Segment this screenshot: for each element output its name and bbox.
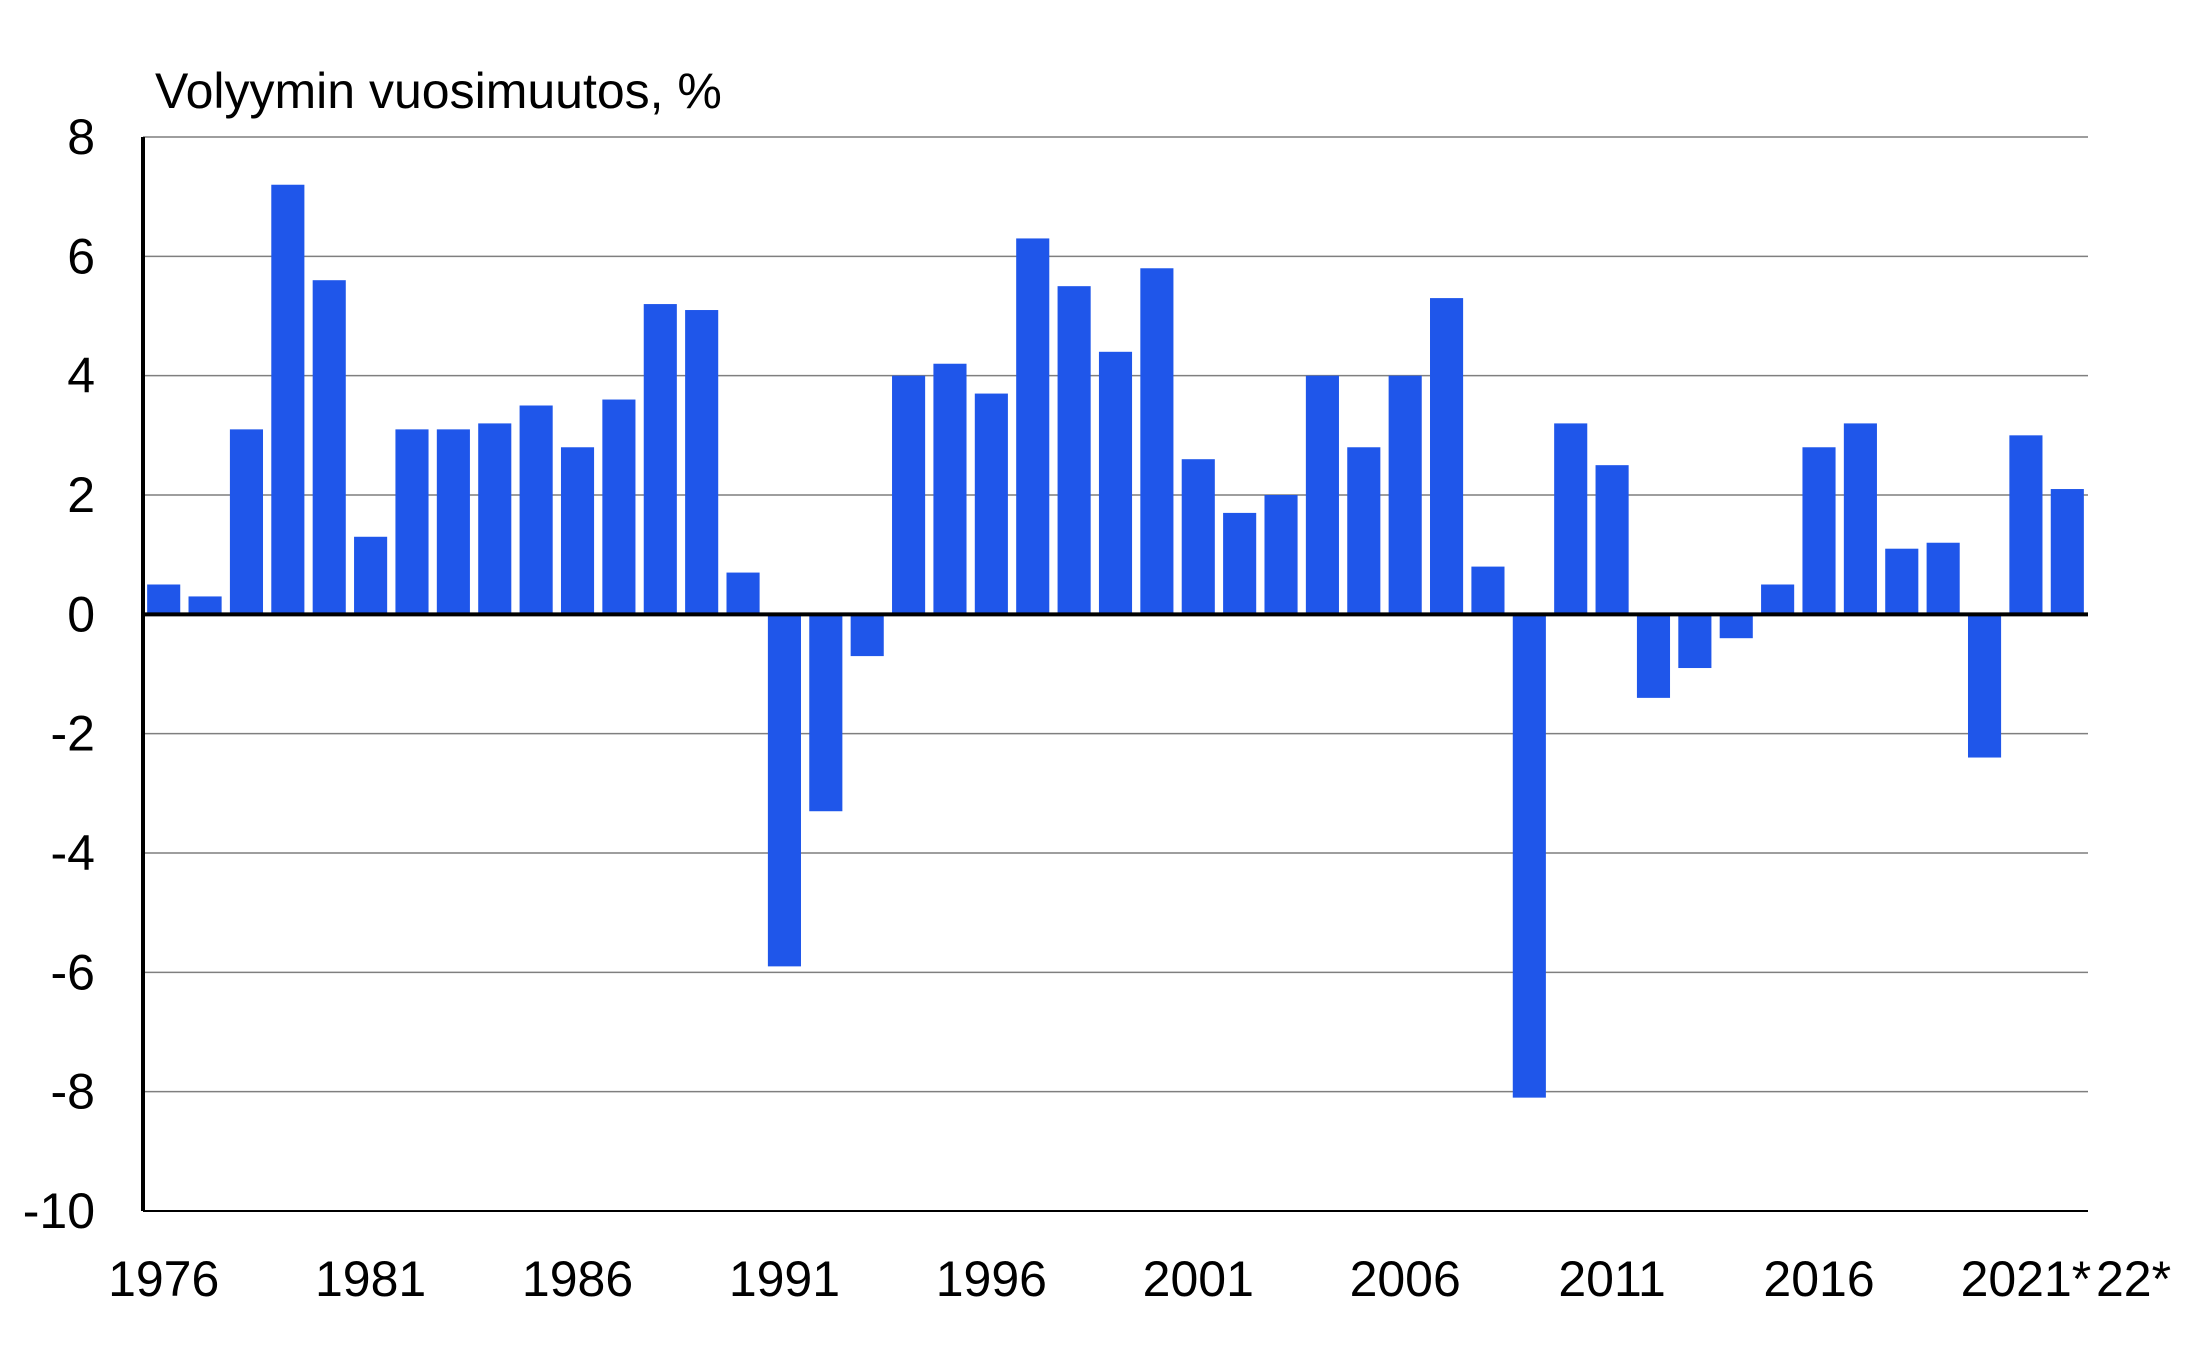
y-tick-label: 4 xyxy=(67,348,95,404)
bar-2010 xyxy=(1554,423,1588,615)
y-tick-label: -2 xyxy=(51,706,95,762)
y-tick-label: 8 xyxy=(67,109,95,165)
bar-1979 xyxy=(271,184,305,615)
bar-2014 xyxy=(1719,614,1753,639)
bar-1990 xyxy=(726,572,760,615)
x-tick-label: 1991 xyxy=(729,1251,840,1307)
bar-1982 xyxy=(395,429,429,615)
bar-2013 xyxy=(1678,614,1712,669)
x-tick-label: 1986 xyxy=(522,1251,633,1307)
bar-2000 xyxy=(1140,268,1174,615)
y-tick-label: -6 xyxy=(51,944,95,1000)
bar-1978 xyxy=(229,429,264,615)
bar-2011 xyxy=(1595,465,1629,615)
bar-2009 xyxy=(1512,614,1546,1098)
bar-1997 xyxy=(1016,238,1050,615)
bar-1987 xyxy=(602,399,636,615)
bar-1995 xyxy=(933,363,967,615)
bar-1983 xyxy=(436,429,470,615)
bar-2002 xyxy=(1223,512,1257,615)
y-tick-labels: 8 6 4 2 0 -2 -4 -6 -8 -10 xyxy=(23,109,95,1239)
y-tick-label: -10 xyxy=(23,1183,95,1239)
bar-1994 xyxy=(892,375,926,615)
bar-2016 xyxy=(1802,447,1836,615)
x-tick-label: 1976 xyxy=(108,1251,219,1307)
y-tick-label: 2 xyxy=(67,467,95,523)
bar-2019 xyxy=(1926,542,1960,615)
bar-2005 xyxy=(1347,447,1381,615)
y-tick-label: 0 xyxy=(67,586,95,642)
x-tick-labels: 1976 1981 1986 1991 1996 2001 2006 2011 2016 2021… xyxy=(108,1251,2171,1307)
bar-1996 xyxy=(974,393,1008,615)
axes xyxy=(141,137,2088,1212)
x-tick-label: 22* xyxy=(2096,1251,2171,1307)
y-tick-label: -8 xyxy=(51,1064,95,1120)
bar-1999 xyxy=(1098,351,1133,615)
bar-1977 xyxy=(188,596,222,615)
bars xyxy=(147,184,2084,1098)
y-axis-title: Volyymin vuosimuutos, % xyxy=(155,63,722,119)
bar-1980 xyxy=(312,280,346,615)
bar-1989 xyxy=(685,310,719,615)
bar-2001 xyxy=(1181,459,1215,615)
bar-1976 xyxy=(147,584,181,615)
x-tick-label: 2011 xyxy=(1558,1251,1666,1307)
bar-1991 xyxy=(767,614,801,967)
bar-2006 xyxy=(1388,375,1422,615)
gridlines xyxy=(143,136,2088,1212)
bar-2003 xyxy=(1264,495,1298,615)
x-tick-label: 2021* xyxy=(1961,1251,2092,1307)
x-tick-label: 1981 xyxy=(315,1251,426,1307)
y-tick-label: 6 xyxy=(67,228,95,284)
bar-1985 xyxy=(519,405,553,615)
x-tick-label: 1996 xyxy=(936,1251,1047,1307)
bar-2004 xyxy=(1305,375,1339,615)
bar-2007 xyxy=(1430,298,1464,615)
bar-1984 xyxy=(478,423,512,615)
bar-1986 xyxy=(560,447,595,615)
bar-22* xyxy=(2050,489,2084,615)
bar-2012 xyxy=(1636,614,1671,698)
bar-2018 xyxy=(1885,548,1919,615)
bar-2020 xyxy=(1967,614,2002,758)
y-tick-label: -4 xyxy=(51,825,95,881)
bar-1993 xyxy=(850,614,884,657)
bar-1988 xyxy=(643,304,677,615)
bar-1992 xyxy=(809,614,843,812)
bar-2008 xyxy=(1471,566,1505,615)
x-tick-label: 2006 xyxy=(1350,1251,1461,1307)
x-tick-label: 2001 xyxy=(1143,1251,1254,1307)
bar-2021* xyxy=(2009,435,2043,615)
bar-1998 xyxy=(1057,286,1091,615)
bar-1981 xyxy=(354,536,388,615)
bar-2017 xyxy=(1843,423,1877,615)
x-tick-label: 2016 xyxy=(1763,1251,1874,1307)
bar-2015 xyxy=(1761,584,1795,615)
